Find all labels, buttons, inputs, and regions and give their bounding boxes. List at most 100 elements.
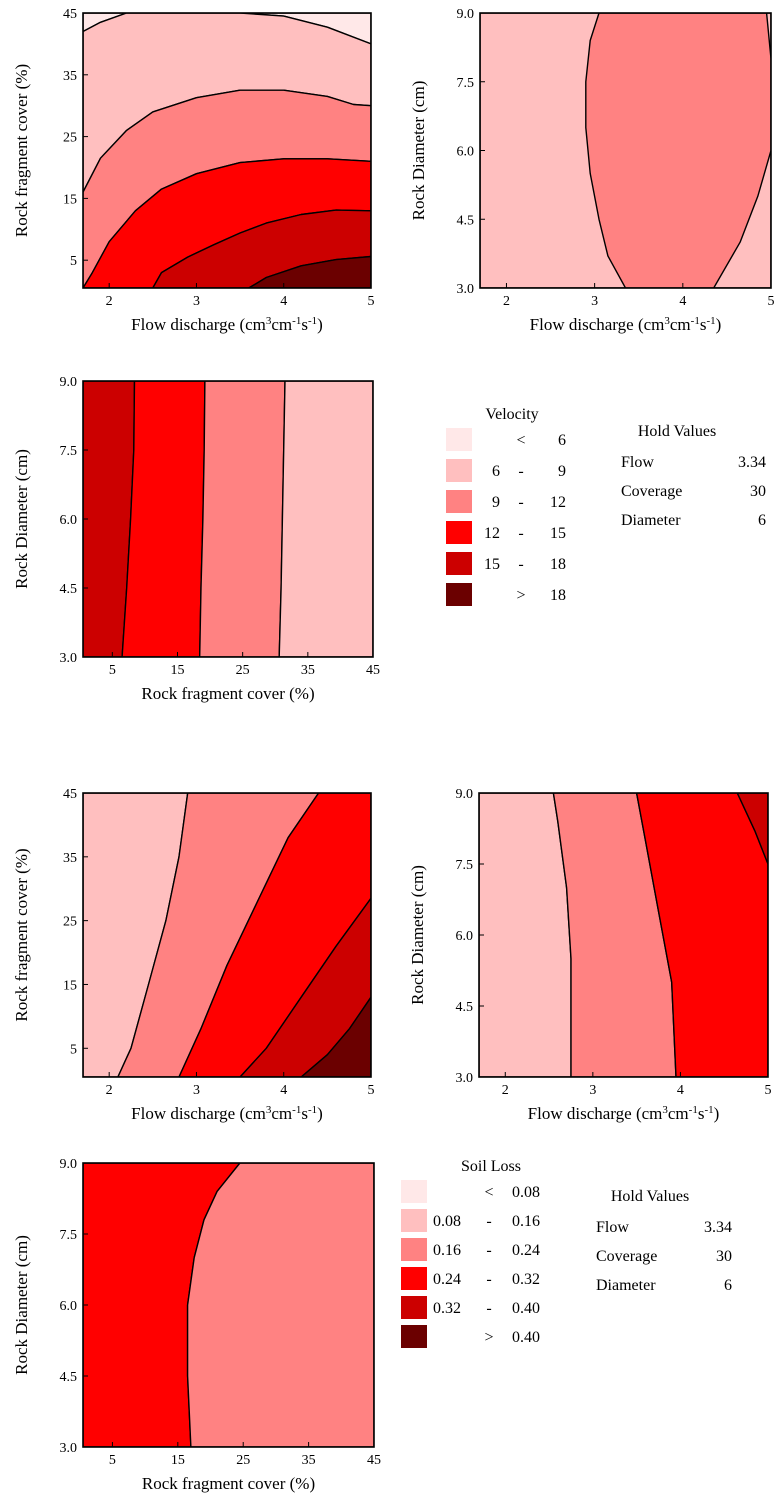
contour-band-3 bbox=[635, 793, 768, 1077]
legend-swatch bbox=[401, 1180, 427, 1203]
x-axis-label: Flow discharge (cm3cm-1s-1) bbox=[131, 1104, 323, 1123]
y-tick-label: 3.0 bbox=[60, 651, 78, 666]
legend-range-sep: - bbox=[518, 463, 523, 480]
y-axis-label: Rock Diameter (cm) bbox=[12, 1235, 31, 1375]
legend-range-sep: - bbox=[486, 1242, 491, 1259]
legend-range-sep: < bbox=[484, 1184, 493, 1201]
y-tick-label: 6.0 bbox=[456, 929, 474, 944]
x-tick-label: 25 bbox=[236, 1453, 250, 1468]
legend-range-low: 15 bbox=[484, 556, 500, 573]
x-tick-label: 45 bbox=[366, 663, 380, 678]
contour-bands bbox=[83, 793, 371, 1077]
x-tick-label: 2 bbox=[502, 1083, 509, 1098]
contour-band-2 bbox=[585, 13, 771, 288]
legend-range-low: 9 bbox=[492, 494, 500, 511]
x-tick-label: 3 bbox=[193, 1083, 200, 1098]
y-tick-label: 3.0 bbox=[60, 1441, 78, 1456]
legend-swatch bbox=[401, 1325, 427, 1348]
legend-swatch bbox=[446, 428, 472, 451]
legend-swatch bbox=[446, 583, 472, 606]
contour-band-4 bbox=[736, 793, 768, 865]
y-axis-label: Rock Diameter (cm) bbox=[12, 449, 31, 589]
hold-value-label: Coverage bbox=[596, 1248, 657, 1265]
hold-values-title: Hold Values bbox=[638, 423, 716, 440]
x-tick-label: 25 bbox=[236, 663, 250, 678]
contour-plot-2: 2 3 4 5 3.0 4.5 6.0 7.5 9.0 Flow discharge (cm3cm… bbox=[409, 7, 774, 334]
x-tick-label: 3 bbox=[589, 1083, 596, 1098]
soil-loss-legend-title: Soil Loss bbox=[461, 1158, 521, 1175]
contour-band-2 bbox=[186, 1163, 374, 1447]
y-tick-label: 7.5 bbox=[456, 858, 474, 873]
y-tick-label: 4.5 bbox=[457, 213, 475, 228]
y-tick-label: 7.5 bbox=[457, 76, 475, 91]
x-axis-label: Flow discharge (cm3cm-1s-1) bbox=[528, 1104, 720, 1123]
legend-range-sep: - bbox=[486, 1300, 491, 1317]
hold-value-label: Flow bbox=[596, 1219, 629, 1236]
legend-range-low: 0.32 bbox=[433, 1300, 461, 1317]
x-tick-label: 15 bbox=[171, 1453, 185, 1468]
x-axis-label: Flow discharge (cm3cm-1s-1) bbox=[530, 315, 722, 334]
x-tick-label: 35 bbox=[301, 663, 315, 678]
legend-range-high: 6 bbox=[558, 432, 566, 449]
contour-band-4 bbox=[278, 381, 373, 657]
contour-band-5 bbox=[300, 996, 371, 1077]
legend-range-low: 0.24 bbox=[433, 1271, 461, 1288]
legend-range-high: 9 bbox=[558, 463, 566, 480]
y-tick-label: 45 bbox=[63, 787, 77, 802]
legend-swatch bbox=[401, 1267, 427, 1290]
y-tick-label: 4.5 bbox=[60, 582, 78, 597]
hold-value-number: 30 bbox=[750, 483, 766, 500]
y-tick-label: 35 bbox=[63, 69, 77, 84]
x-tick-label: 3 bbox=[193, 294, 200, 309]
legend-range-high: 0.08 bbox=[512, 1184, 540, 1201]
x-axis-label: Rock fragment cover (%) bbox=[141, 684, 314, 703]
y-tick-label: 9.0 bbox=[457, 7, 475, 22]
y-tick-label: 5 bbox=[70, 1042, 77, 1057]
hold-value-number: 3.34 bbox=[738, 454, 766, 471]
y-tick-label: 3.0 bbox=[457, 282, 475, 297]
hold-value-label: Diameter bbox=[596, 1277, 656, 1294]
hold-value-number: 6 bbox=[724, 1277, 732, 1294]
legend-swatch bbox=[401, 1209, 427, 1232]
legend-range-low: 12 bbox=[484, 525, 500, 542]
plot-frame bbox=[82, 792, 372, 1078]
legend-swatch bbox=[446, 521, 472, 544]
contour-band-2 bbox=[121, 381, 206, 657]
hold-value-number: 30 bbox=[716, 1248, 732, 1265]
contour-plot-3: 5 15 25 35 45 3.0 4.5 6.0 7.5 9.0 Rock fragment co… bbox=[12, 375, 380, 703]
soil-loss-hold-rows: Flow 3.34 Coverage 30 Diameter 6 bbox=[596, 1219, 732, 1294]
y-tick-label: 9.0 bbox=[456, 787, 474, 802]
x-tick-label: 5 bbox=[109, 663, 116, 678]
x-axis-label: Rock fragment cover (%) bbox=[142, 1474, 315, 1493]
x-tick-label: 35 bbox=[302, 1453, 316, 1468]
y-axis-label: Rock fragment cover (%) bbox=[12, 848, 31, 1021]
velocity-hold-rows: Flow 3.34 Coverage 30 Diameter 6 bbox=[621, 454, 766, 529]
hold-value-label: Flow bbox=[621, 454, 654, 471]
plot-frame bbox=[82, 12, 372, 289]
x-tick-label: 2 bbox=[503, 294, 510, 309]
hold-values-title: Hold Values bbox=[611, 1188, 689, 1205]
legend-range-high: 18 bbox=[550, 587, 566, 604]
contour-plot-5: 2 3 4 5 3.0 4.5 6.0 7.5 9.0 Flow discharge (cm3cm… bbox=[408, 787, 772, 1123]
y-tick-label: 25 bbox=[63, 131, 77, 146]
hold-value-label: Diameter bbox=[621, 512, 681, 529]
contour-band-3 bbox=[198, 381, 286, 657]
legend-range-high: 15 bbox=[550, 525, 566, 542]
y-axis-label: Rock Diameter (cm) bbox=[409, 81, 428, 221]
x-tick-label: 4 bbox=[677, 1083, 684, 1098]
hold-value-number: 6 bbox=[758, 512, 766, 529]
contour-bands bbox=[479, 793, 768, 1077]
y-tick-label: 7.5 bbox=[60, 444, 78, 459]
y-axis-label: Rock fragment cover (%) bbox=[12, 64, 31, 237]
legend-range-sep: - bbox=[486, 1213, 491, 1230]
legend-range-sep: < bbox=[516, 432, 525, 449]
x-tick-label: 4 bbox=[280, 294, 287, 309]
velocity-legend: Velocity <6 6 - 9 9 - 12 12 - 15 15 - 18 > 18 bbox=[446, 406, 566, 606]
y-tick-label: 3.0 bbox=[456, 1071, 474, 1086]
legend-range-high: 0.32 bbox=[512, 1271, 540, 1288]
x-tick-label: 5 bbox=[765, 1083, 772, 1098]
legend-range-high: 12 bbox=[550, 494, 566, 511]
